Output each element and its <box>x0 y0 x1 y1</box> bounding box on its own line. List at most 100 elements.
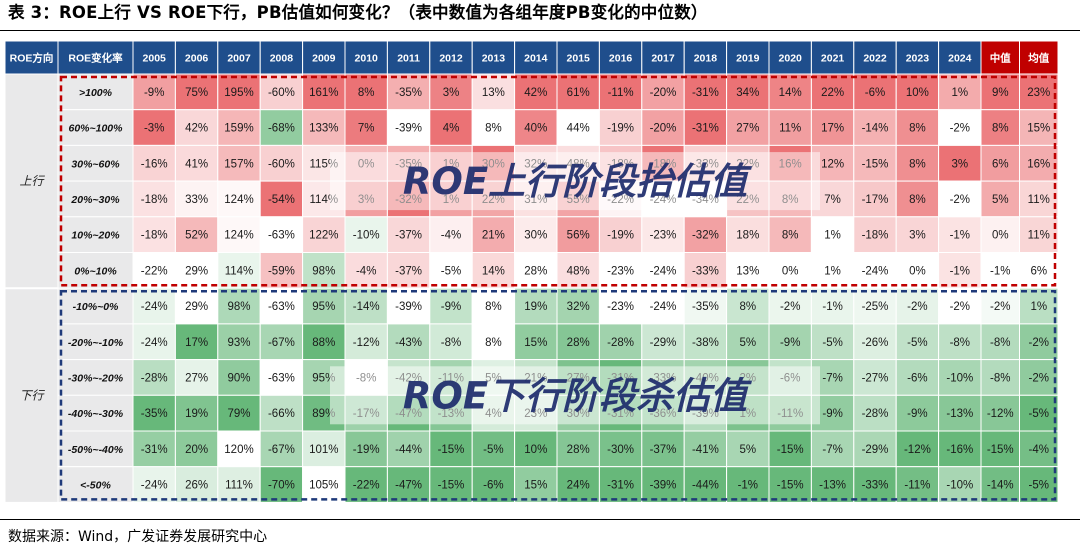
cell-value: 23% <box>1027 87 1050 99</box>
data-cell <box>344 323 388 361</box>
cell-value: 6% <box>992 158 1009 170</box>
cell-value: 0% <box>782 265 799 277</box>
cell-value: 27% <box>185 372 208 384</box>
data-cell <box>386 216 431 254</box>
data-cell <box>259 144 304 182</box>
cell-value: 56% <box>567 230 590 242</box>
cell-value: 40% <box>524 123 547 135</box>
cell-value: -15% <box>777 480 804 492</box>
row-label-cell <box>57 73 134 111</box>
cell-value: -22% <box>141 265 168 277</box>
header-label: 2009 <box>312 53 336 65</box>
row-label: -30%~-20% <box>68 372 124 384</box>
cell-value: -2% <box>950 194 970 206</box>
cell-value: 29% <box>185 265 208 277</box>
cell-value: 1% <box>951 87 968 99</box>
cell-value: 8% <box>485 123 502 135</box>
header-label: 均值 <box>1028 52 1050 65</box>
data-cell <box>471 252 516 289</box>
data-cell <box>938 252 982 289</box>
cell-value: -5% <box>1029 480 1049 492</box>
cell-value: -11% <box>904 480 930 492</box>
overlay-band <box>330 152 820 211</box>
table-row: 10%~20% -18% 52% 124% -63% 122% -10% -37% -4% 21%… <box>57 216 1059 254</box>
cell-value: 133% <box>309 123 338 135</box>
cell-value: -6% <box>865 87 885 99</box>
cell-value: -39% <box>650 480 677 492</box>
cell-value: -8% <box>990 337 1010 349</box>
cell-value: -38% <box>692 337 719 349</box>
header-cell <box>641 40 685 75</box>
data-cell <box>259 466 304 503</box>
data-cell <box>514 109 558 146</box>
data-cell <box>556 466 600 503</box>
cell-value: -8% <box>441 337 461 349</box>
cell-value: -39% <box>395 123 422 135</box>
cell-value: 11% <box>1028 230 1050 242</box>
data-cell <box>556 109 600 146</box>
cell-value: 24% <box>567 480 590 492</box>
cell-value: -1% <box>990 265 1010 277</box>
cell-value: -37% <box>395 230 422 242</box>
data-cell <box>768 466 812 503</box>
cell-value: -24% <box>650 265 677 277</box>
cell-value: -26% <box>862 337 889 349</box>
data-cell <box>259 180 304 218</box>
cell-value: -6% <box>907 372 927 384</box>
cell-value: 20% <box>185 444 208 456</box>
cell-value: 161% <box>309 87 338 99</box>
cell-value: 18% <box>736 230 759 242</box>
data-cell <box>302 73 346 111</box>
header-label: 2013 <box>482 53 506 65</box>
cell-value: 11% <box>779 123 801 135</box>
data-cell <box>514 323 558 361</box>
header-label: 2017 <box>651 53 675 65</box>
row-label-cell <box>57 394 134 432</box>
data-cell <box>514 287 558 325</box>
cell-value: -37% <box>395 265 422 277</box>
cell-value: -7% <box>822 444 842 456</box>
data-cell <box>344 430 388 468</box>
data-cell <box>429 323 473 361</box>
cell-value: 21% <box>482 230 505 242</box>
cell-value: 111% <box>225 480 253 492</box>
cell-value: 7% <box>824 194 841 206</box>
data-cell <box>217 287 261 325</box>
cell-value: -41% <box>692 444 719 456</box>
data-cell <box>386 73 431 111</box>
cell-value: 16% <box>1027 158 1050 170</box>
cell-value: -10% <box>946 372 973 384</box>
cell-value: -2% <box>950 123 970 135</box>
cell-value: -60% <box>268 158 295 170</box>
cell-value: -33% <box>862 480 889 492</box>
cell-value: 157% <box>224 158 253 170</box>
data-cell <box>132 144 176 182</box>
cell-value: -9% <box>780 337 800 349</box>
cell-value: 26% <box>185 480 208 492</box>
header-label: 2024 <box>948 53 972 65</box>
cell-value: 14% <box>779 87 802 99</box>
cell-value: 44% <box>567 123 590 135</box>
cell-value: -19% <box>607 123 634 135</box>
row-label: <-50% <box>80 480 111 492</box>
cell-value: -18% <box>141 230 168 242</box>
header-label: 2011 <box>397 53 420 65</box>
direction-cell <box>4 287 59 503</box>
header-label: 2019 <box>736 53 760 65</box>
cell-value: -30% <box>607 444 634 456</box>
data-cell <box>853 109 897 146</box>
cell-value: -60% <box>268 87 295 99</box>
data-cell <box>895 394 940 432</box>
data-cell <box>217 430 261 468</box>
cell-value: 8% <box>909 158 926 170</box>
data-cell <box>217 359 261 396</box>
data-cell <box>1019 430 1059 468</box>
data-cell <box>938 216 982 254</box>
cell-value: 124% <box>224 194 253 206</box>
cell-value: 8% <box>358 87 375 99</box>
cell-value: 33% <box>185 194 208 206</box>
header-cell <box>471 40 516 75</box>
cell-value: -2% <box>950 301 970 313</box>
data-cell <box>386 430 431 468</box>
cell-value: -39% <box>395 301 422 313</box>
